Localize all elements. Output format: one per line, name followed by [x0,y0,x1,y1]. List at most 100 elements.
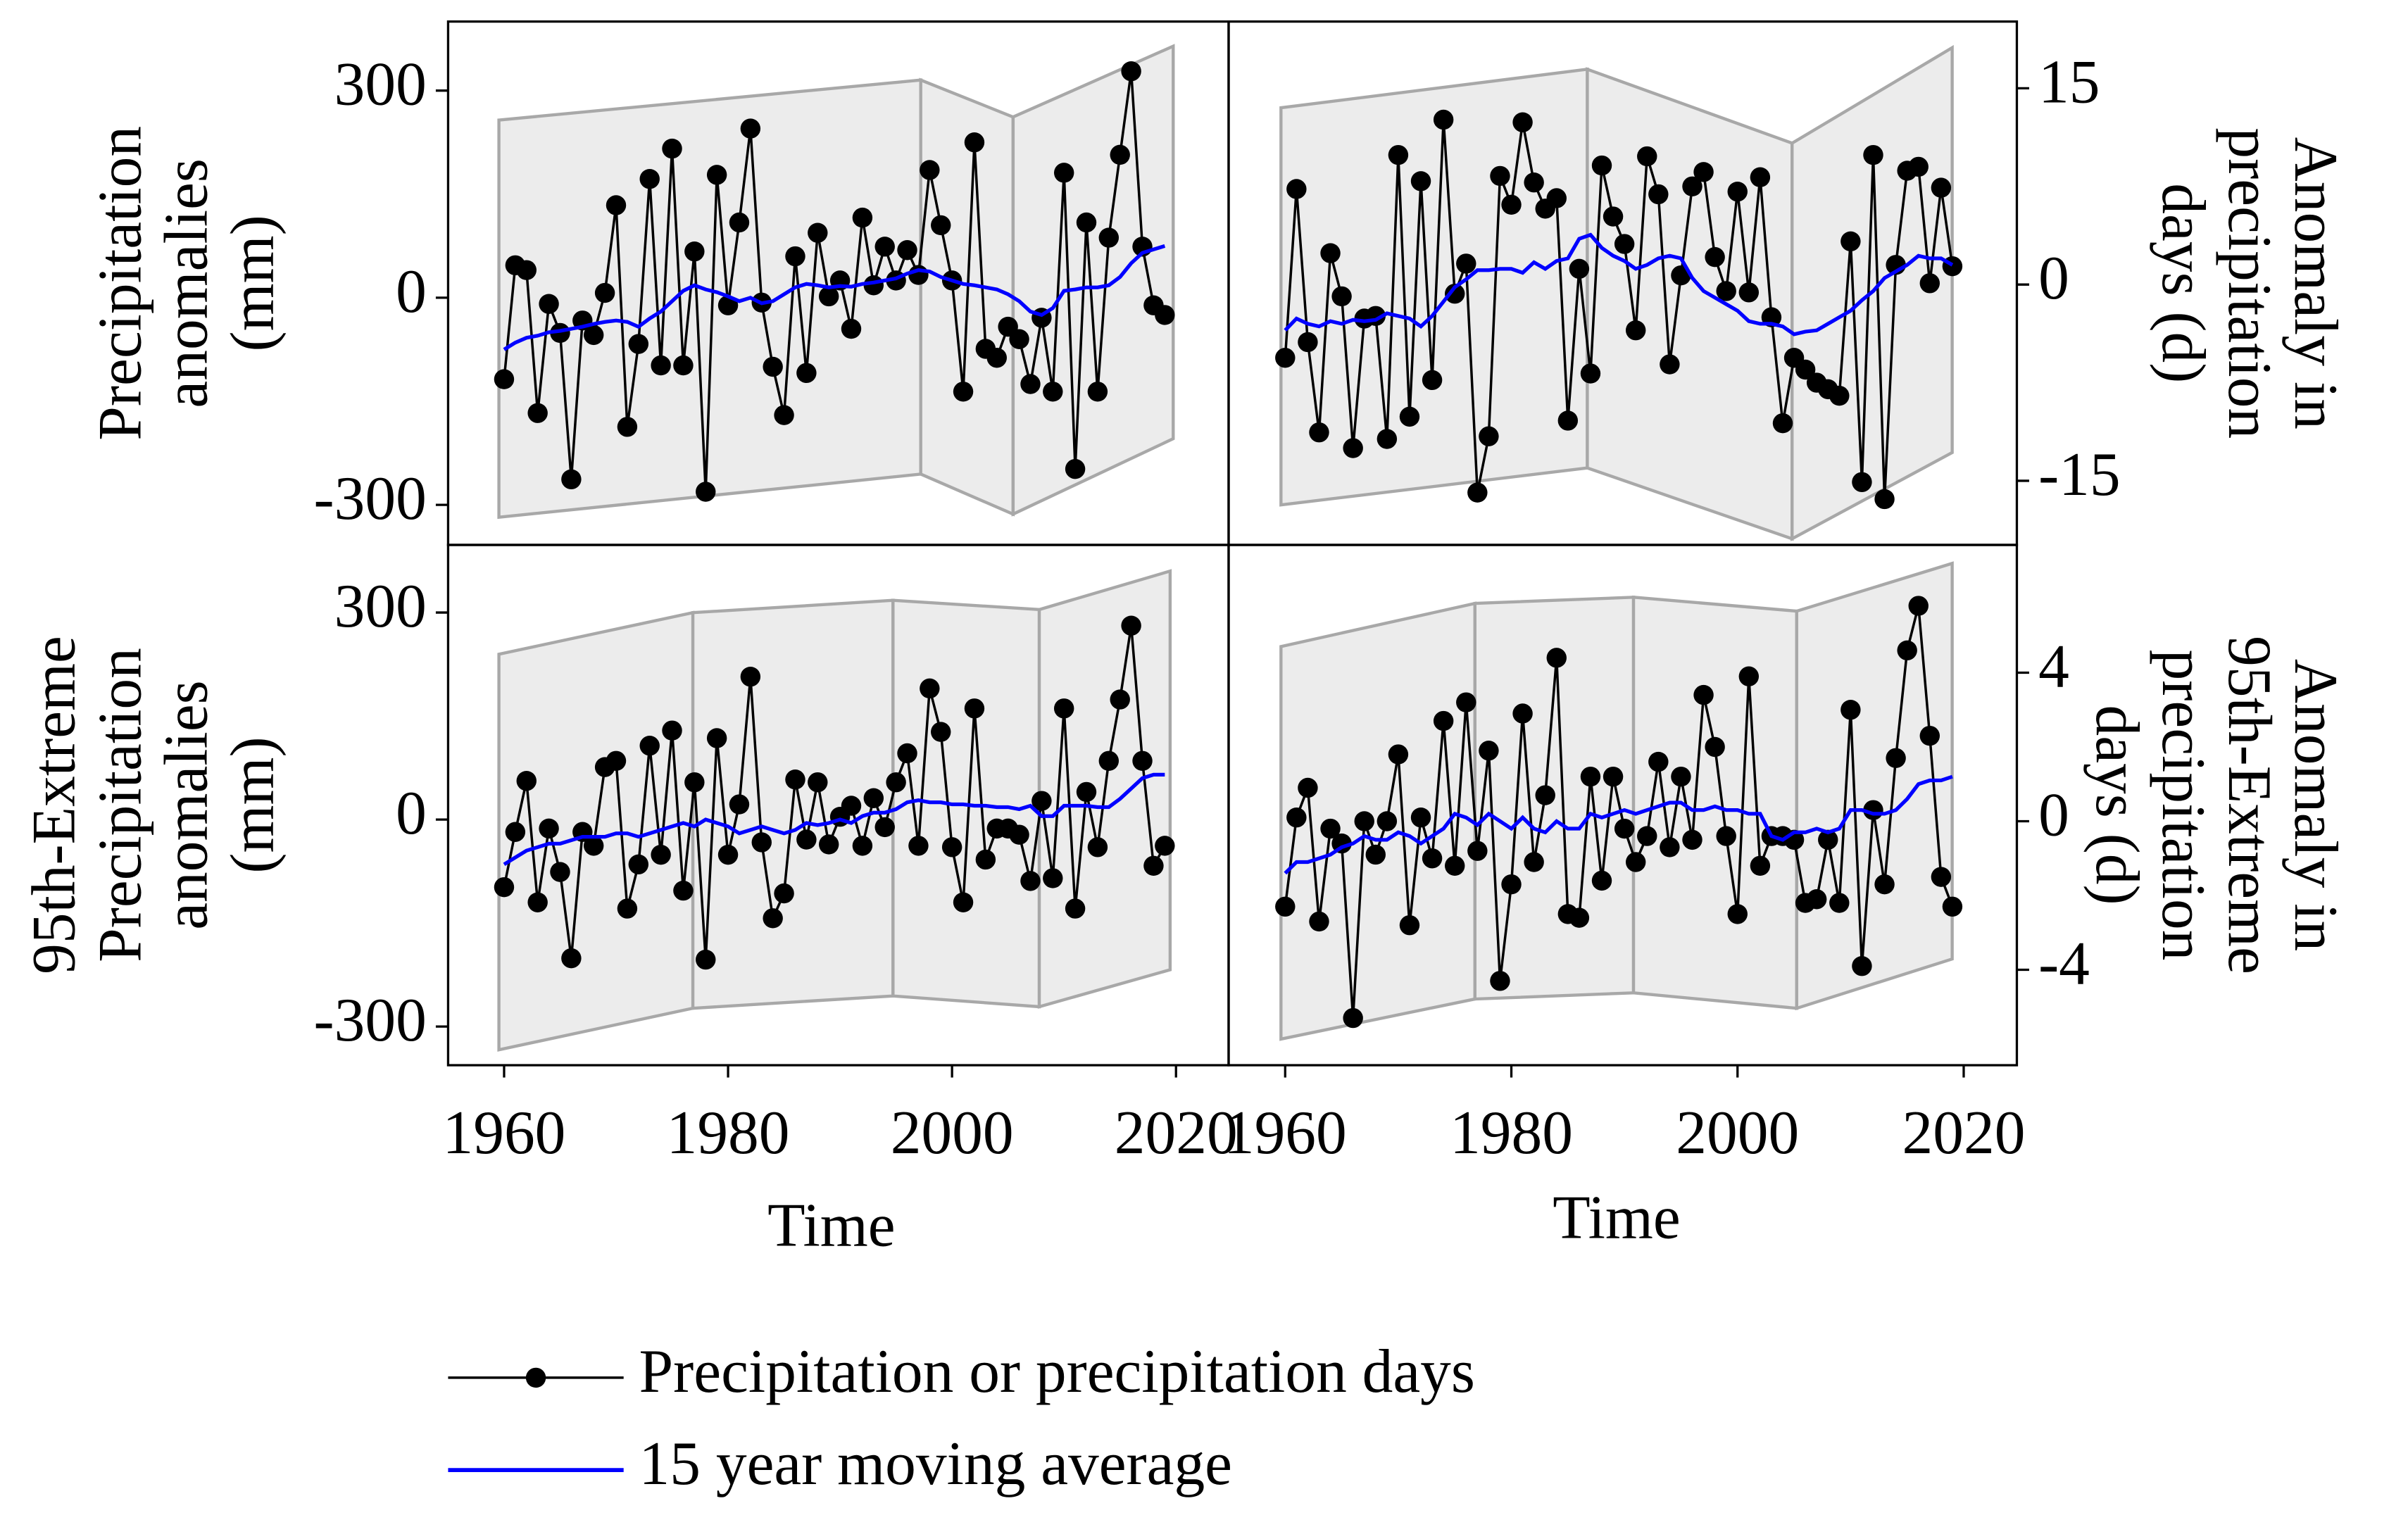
y-axis-label: Anomaly in [2282,137,2350,429]
x-axis-label: Time [767,1190,895,1259]
data-point [1275,896,1296,917]
trend-segment [1279,67,1589,507]
x-tick-label: 1960 [443,1098,566,1167]
data-point [606,750,627,772]
data-point [886,772,906,793]
data-point [920,678,940,699]
data-point [1286,807,1307,828]
data-point [1874,489,1895,510]
y-axis-label: Precipitation [86,126,154,441]
trend-segment [1586,67,1794,541]
x-tick-label: 2000 [1676,1098,1799,1167]
data-point [1410,171,1431,191]
y-axis-label: precipitation [2150,650,2218,961]
data-point [1637,826,1657,846]
data-point [1132,750,1153,772]
y-axis-label: 95th-Extreme [2216,636,2284,974]
data-point [1343,1007,1363,1029]
data-point [1110,689,1130,710]
data-point [1377,811,1398,831]
trend-segment [497,78,922,520]
data-point [1863,144,1883,165]
data-point [505,822,526,842]
data-point [717,844,739,865]
data-point [852,836,873,856]
data-point [931,215,951,236]
data-point [1298,777,1318,798]
data-point [874,817,895,838]
data-point [1682,829,1702,850]
data-point [673,880,694,901]
data-point [729,794,750,815]
data-point [1931,177,1952,198]
data-point [763,908,783,929]
data-point [1433,109,1454,130]
data-point [1569,258,1590,279]
data-point [1524,172,1544,193]
data-point [953,892,974,912]
data-point [1053,698,1074,719]
data-point [941,837,962,857]
y-tick-label: 15 [2038,47,2100,115]
data-point [863,275,884,296]
data-point [1818,829,1838,850]
data-point [651,355,671,376]
data-point [1445,283,1465,304]
legend-marker [525,1367,546,1388]
data-point [1546,188,1567,208]
x-tick-label: 1980 [1450,1098,1573,1167]
data-point [740,118,761,139]
data-point [763,356,783,377]
y-axis-label: 95th-Extreme [19,636,87,974]
data-point [561,948,582,969]
y-tick-label: -4 [2038,929,2090,998]
moving-average-line [1284,232,1954,337]
data-point [863,788,884,808]
data-point [897,240,917,260]
data-point [696,949,716,970]
data-point [550,322,570,344]
data-point [1445,855,1465,876]
data-point [1603,206,1624,227]
data-point [1020,871,1041,891]
data-point [639,736,660,756]
data-point [1490,165,1510,187]
data-point [1660,354,1680,375]
data-point [673,355,694,376]
data-point [1501,874,1522,895]
data-point [516,771,537,791]
data-point [539,294,559,314]
data-point [1738,666,1760,686]
data-point [1098,750,1120,772]
data-point [1456,253,1476,274]
data-point [1682,176,1702,196]
data-point [1388,744,1409,765]
y-tick-label: 0 [396,779,427,847]
moving-average-line [1284,774,1953,875]
data-point [1919,725,1940,746]
data-point [1841,700,1861,720]
y-tick-label: 300 [334,50,427,118]
data-point [550,862,570,882]
data-point [1603,766,1624,787]
y-tick-label: 0 [2038,244,2069,312]
data-point [1648,184,1669,205]
data-point [1479,426,1499,446]
data-point [1750,855,1771,876]
y-tick-label: -300 [314,464,427,532]
x-tick-label: 1980 [667,1098,790,1167]
data-point [606,195,627,215]
data-point [1625,852,1646,872]
data-point [684,241,705,262]
moving-average-line [503,772,1165,867]
data-point [1931,867,1952,887]
data-point [1320,243,1341,263]
data-point [651,844,671,865]
data-point [1031,791,1052,811]
y-axis-label: (mm) [218,215,287,351]
data-point [1155,305,1175,325]
data-point [1065,898,1086,919]
data-point [1467,482,1488,503]
data-point [1716,826,1736,846]
